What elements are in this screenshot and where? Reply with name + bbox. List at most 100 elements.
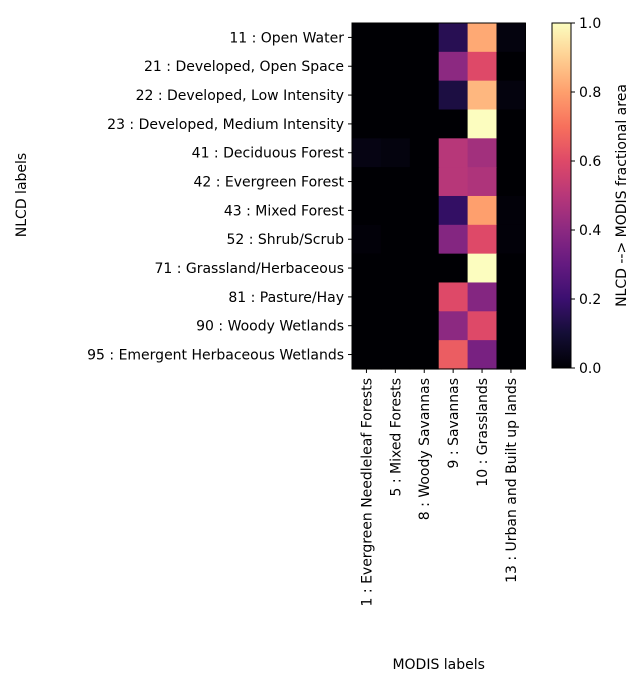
- y-tick-label: 22 : Developed, Low Intensity: [136, 88, 344, 104]
- heatmap-cell: [496, 224, 526, 255]
- heatmap-cell: [352, 282, 382, 312]
- colorbar-tick-label: 0.2: [579, 292, 601, 308]
- colorbar-tick-label: 0.0: [579, 361, 601, 377]
- heatmap-cell: [438, 253, 469, 284]
- x-axis-label: MODIS labels: [392, 657, 485, 673]
- heatmap-cell: [467, 138, 498, 168]
- heatmap-cell: [438, 167, 469, 197]
- heatmap-cell: [380, 23, 411, 53]
- heatmap-cell: [467, 109, 498, 139]
- colorbar-tick-label: 0.8: [579, 85, 601, 101]
- heatmap-cell: [380, 138, 411, 168]
- heatmap-cell: [352, 138, 382, 168]
- y-tick-label: 11 : Open Water: [229, 30, 344, 46]
- heatmap-cell: [467, 23, 498, 53]
- heatmap-cell: [438, 282, 469, 312]
- plot-frame: [351, 22, 526, 370]
- y-tick-label: 71 : Grassland/Herbaceous: [154, 261, 344, 277]
- heatmap-cell: [467, 167, 498, 197]
- colorbar-tick-label: 1.0: [579, 16, 601, 32]
- heatmap-cell: [467, 282, 498, 312]
- heatmap-cell: [380, 167, 411, 197]
- y-tick-label: 90 : Woody Wetlands: [196, 319, 344, 335]
- heatmap-cell: [467, 224, 498, 255]
- heatmap-cell: [380, 311, 411, 341]
- colorbar-ticks: 0.0 0.2 0.4 0.6 0.8 1.0: [571, 16, 601, 377]
- heatmap-cell: [352, 224, 382, 255]
- heatmap-cell: [467, 51, 498, 82]
- x-tick-label: 9 : Savannas: [446, 378, 462, 468]
- x-tick-labels: 1 : Evergreen Needleleaf Forests 5 : Mixe…: [359, 368, 520, 606]
- x-tick-label: 8 : Woody Savannas: [417, 378, 433, 520]
- heatmap-cell: [496, 282, 526, 312]
- heatmap-cell: [409, 23, 440, 53]
- heatmap-cells: [352, 23, 526, 370]
- heatmap-cell: [438, 23, 469, 53]
- heatmap-cell: [438, 195, 469, 226]
- heatmap-cell: [496, 253, 526, 284]
- heatmap-cell: [352, 311, 382, 341]
- heatmap-cell: [409, 109, 440, 139]
- heatmap-cell: [380, 109, 411, 139]
- heatmap-cell: [467, 340, 498, 370]
- heatmap-cell: [352, 23, 382, 53]
- heatmap-cell: [438, 51, 469, 82]
- heatmap-cell: [409, 195, 440, 226]
- heatmap-cell: [496, 167, 526, 197]
- heatmap-cell: [380, 340, 411, 370]
- y-tick-label: 42 : Evergreen Forest: [193, 175, 344, 191]
- heatmap-cell: [352, 167, 382, 197]
- heatmap-cell: [438, 138, 469, 168]
- heatmap-cell: [352, 253, 382, 284]
- heatmap-cell: [409, 80, 440, 111]
- y-tick-label: 41 : Deciduous Forest: [192, 146, 345, 162]
- y-tick-labels: 11 : Open Water 21 : Developed, Open Spac…: [87, 30, 352, 364]
- heatmap-cell: [496, 195, 526, 226]
- y-tick-label: 81 : Pasture/Hay: [228, 290, 344, 306]
- heatmap-cell: [438, 109, 469, 139]
- colorbar-tick-label: 0.4: [579, 223, 601, 239]
- colorbar-tick-label: 0.6: [579, 154, 601, 170]
- heatmap-cell: [467, 311, 498, 341]
- heatmap-cell: [467, 80, 498, 111]
- heatmap-cell: [380, 195, 411, 226]
- colorbar-label: NLCD --> MODIS fractional area: [614, 84, 630, 307]
- heatmap-cell: [380, 282, 411, 312]
- heatmap-cell: [352, 340, 382, 370]
- heatmap-cell: [467, 195, 498, 226]
- heatmap-cell: [380, 80, 411, 111]
- heatmap-cell: [496, 23, 526, 53]
- colorbar: [551, 22, 572, 369]
- y-tick-label: 95 : Emergent Herbaceous Wetlands: [87, 348, 344, 364]
- heatmap-cell: [352, 51, 382, 82]
- heatmap-cell: [380, 224, 411, 255]
- heatmap-cell: [409, 224, 440, 255]
- x-tick-label: 13 : Urban and Built up lands: [504, 378, 520, 583]
- heatmap-cell: [409, 167, 440, 197]
- heatmap-cell: [496, 80, 526, 111]
- heatmap-cell: [380, 253, 411, 284]
- x-tick-label: 10 : Grasslands: [475, 378, 491, 487]
- heatmap-cell: [496, 51, 526, 82]
- x-tick-label: 1 : Evergreen Needleleaf Forests: [359, 378, 375, 606]
- heatmap-cell: [409, 51, 440, 82]
- y-tick-label: 43 : Mixed Forest: [224, 203, 345, 219]
- heatmap-cell: [438, 80, 469, 111]
- heatmap-cell: [352, 195, 382, 226]
- heatmap-cell: [380, 51, 411, 82]
- heatmap-cell: [496, 109, 526, 139]
- x-tick-label: 5 : Mixed Forests: [388, 378, 404, 497]
- heatmap-cell: [409, 340, 440, 370]
- heatmap-cell: [409, 138, 440, 168]
- heatmap-cell: [496, 311, 526, 341]
- heatmap-cell: [438, 340, 469, 370]
- heatmap-cell: [496, 138, 526, 168]
- heatmap-cell: [438, 311, 469, 341]
- heatmap-cell: [352, 80, 382, 111]
- heatmap-cell: [496, 340, 526, 370]
- heatmap-cell: [409, 253, 440, 284]
- heatmap-cell: [467, 253, 498, 284]
- y-tick-label: 23 : Developed, Medium Intensity: [107, 117, 344, 133]
- y-axis-label: NLCD labels: [14, 153, 30, 237]
